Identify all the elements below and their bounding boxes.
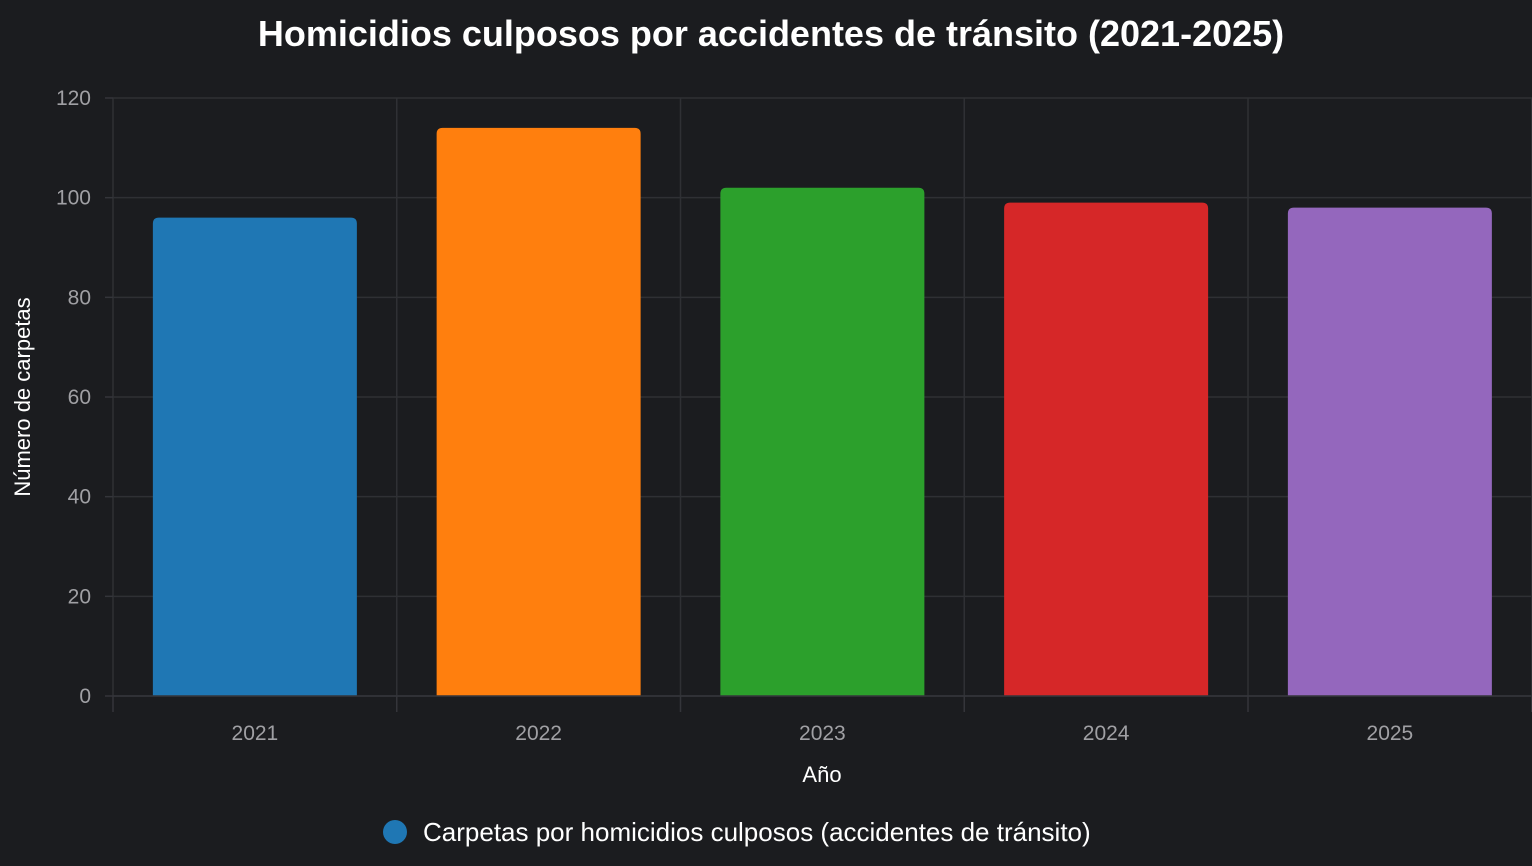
x-tick-label: 2021: [232, 722, 279, 745]
bar-2025[interactable]: [1287, 207, 1492, 696]
legend[interactable]: Carpetas por homicidios culposos (accide…: [383, 817, 1091, 847]
y-tick-label: 60: [68, 386, 91, 409]
legend-label: Carpetas por homicidios culposos (accide…: [423, 817, 1091, 847]
chart-title: Homicidios culposos por accidentes de tr…: [258, 13, 1284, 54]
bar-2022[interactable]: [436, 127, 641, 696]
x-axis-title: Año: [802, 762, 841, 787]
y-axis-ticks: 0 20 40 60 80 100 120: [56, 87, 113, 708]
y-tick-label: 100: [56, 187, 91, 210]
y-tick-label: 40: [68, 486, 91, 509]
bar-2024[interactable]: [1004, 202, 1209, 696]
x-tick-label: 2025: [1367, 722, 1414, 745]
x-tick-label: 2023: [799, 722, 846, 745]
bar-2021[interactable]: [152, 217, 357, 696]
y-tick-label: 80: [68, 286, 91, 309]
x-tick-label: 2024: [1083, 722, 1130, 745]
y-tick-label: 0: [79, 685, 91, 708]
x-tick-label: 2022: [515, 722, 562, 745]
y-axis-title: Número de carpetas: [10, 297, 35, 496]
bars: [152, 127, 1492, 696]
x-axis-ticks: 2021 2022 2023 2024 2025: [112, 696, 1532, 745]
y-tick-label: 20: [68, 585, 91, 608]
legend-marker: [383, 820, 407, 844]
y-tick-label: 120: [56, 87, 91, 110]
bar-2023[interactable]: [720, 187, 925, 696]
